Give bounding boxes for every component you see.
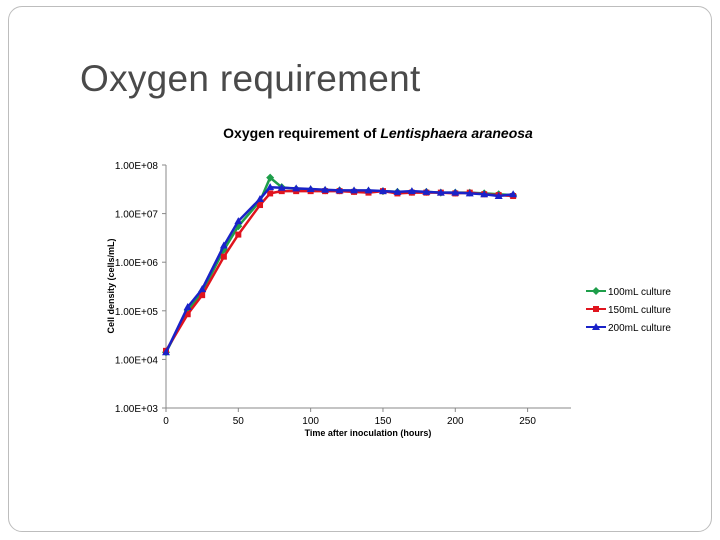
x-tick-label: 150 [375,416,392,427]
data-point [465,189,474,197]
series-2 [163,188,517,354]
chart-title-species: Lentisphaera araneosa [380,125,533,141]
legend-item: 150mL culture [586,305,671,316]
data-point [350,186,359,194]
x-tick-label: 200 [447,416,464,427]
series-line [164,185,514,353]
data-point [364,186,373,194]
data-point [321,185,330,193]
data-point [393,187,402,195]
data-point [292,184,301,192]
data-point [199,292,206,299]
data-point [234,217,243,225]
x-tick-label: 50 [233,416,245,427]
data-point [198,285,207,293]
data-point [266,173,275,182]
data-point [267,190,274,197]
data-point [278,188,285,195]
x-tick-label: 250 [519,416,536,427]
legend-label: 100mL culture [608,287,671,298]
series-3 [162,183,518,356]
y-tick-label: 1.00E+06 [115,258,159,269]
data-point [256,194,265,202]
data-point [219,241,228,249]
data-point [436,188,445,196]
legend: 100mL culture 150mL culture 200mL culture [586,287,671,334]
legend-swatch-marker [592,287,600,295]
legend-swatch-marker [592,323,600,330]
axes: 0 50 100 150 200 250 1.00E+03 1.00E+04 1.00E+05 1… [115,161,571,427]
series-layer [162,173,518,357]
series-line [164,189,514,352]
data-point [235,231,242,238]
data-point [335,186,344,194]
legend-label: 150mL culture [608,305,671,316]
y-tick-label: 1.00E+07 [115,210,159,221]
x-axis-label: Time after inoculation (hours) [305,428,432,438]
y-tick-label: 1.00E+05 [115,307,159,318]
slide-title: Oxygen requirement [80,58,421,99]
x-tick-label: 0 [163,416,169,427]
chart-title-prefix: Oxygen requirement of [223,125,380,141]
data-point [306,185,315,193]
data-point [407,187,416,195]
data-point [378,187,387,195]
data-point [480,190,489,198]
legend-item: 100mL culture [586,287,671,298]
data-point [494,192,503,200]
data-point [509,190,518,198]
data-point [162,348,170,356]
data-point [422,187,431,195]
legend-swatch-marker [593,306,599,312]
y-tick-label: 1.00E+08 [115,161,159,172]
legend-item: 200mL culture [586,323,671,334]
data-point [184,311,191,318]
data-point [183,302,192,310]
y-tick-label: 1.00E+03 [115,404,159,415]
slide-frame [8,6,712,532]
legend-label: 200mL culture [608,323,671,334]
data-point [220,253,227,260]
data-point [451,188,460,196]
y-axis-label: Cell density (cells/mL) [106,238,116,333]
x-tick-label: 100 [302,416,319,427]
data-point [266,183,275,191]
chart-title: Oxygen requirement of Lentisphaera arane… [223,125,533,141]
data-point [257,202,264,209]
y-tick-label: 1.00E+04 [115,355,159,366]
data-point [277,183,286,191]
